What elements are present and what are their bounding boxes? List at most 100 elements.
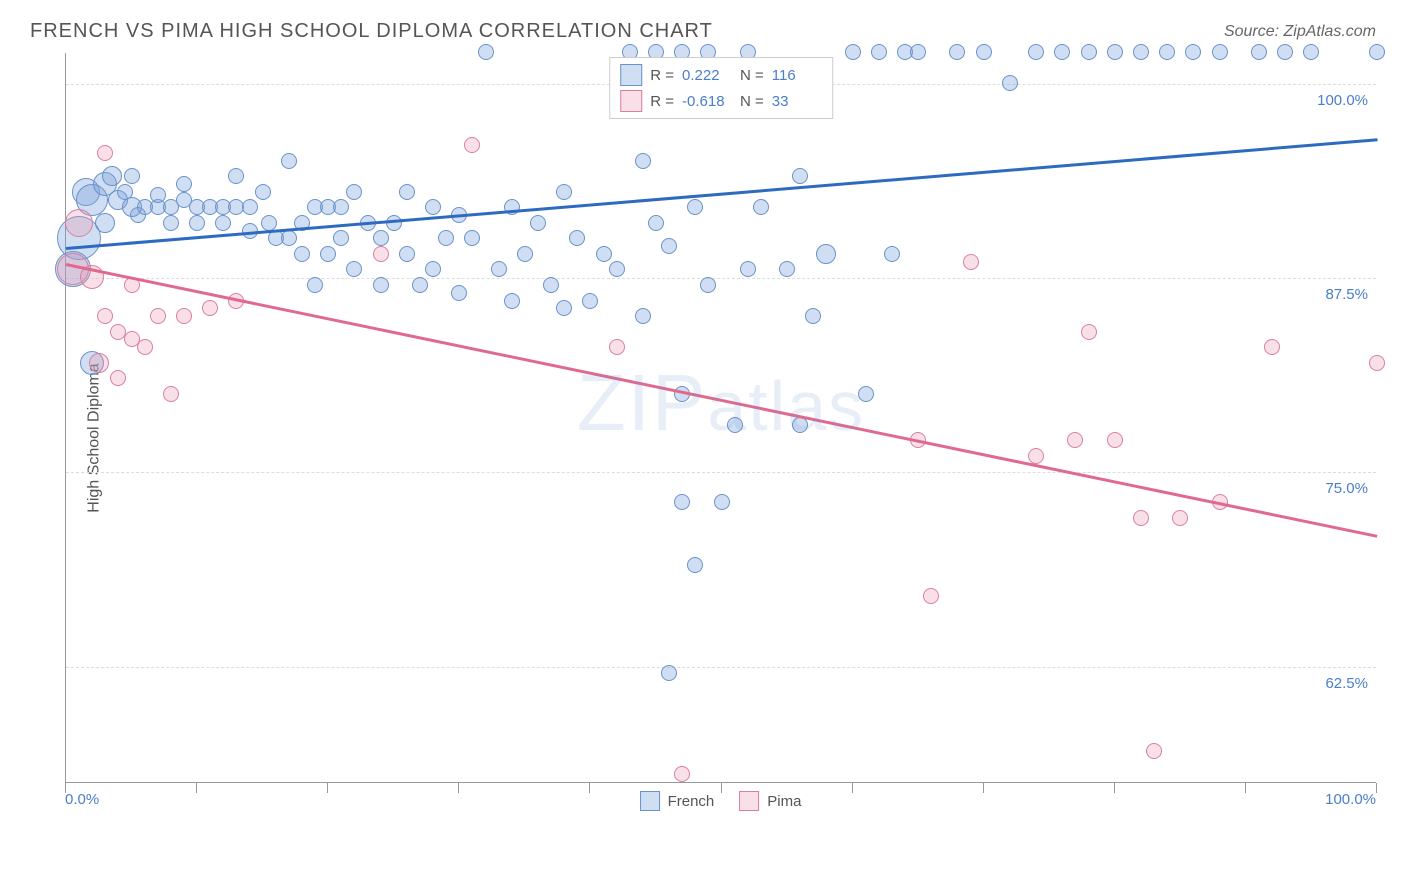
data-point	[333, 199, 349, 215]
data-point	[373, 277, 389, 293]
legend-n-value: 116	[772, 67, 822, 84]
data-point	[228, 168, 244, 184]
data-point	[1212, 44, 1228, 60]
data-point	[556, 300, 572, 316]
data-point	[845, 44, 861, 60]
data-point	[635, 308, 651, 324]
data-point	[963, 254, 979, 270]
legend-n-value: 33	[772, 93, 822, 110]
data-point	[1028, 448, 1044, 464]
data-point	[451, 285, 467, 301]
x-tick	[1376, 783, 1377, 793]
legend-label: Pima	[767, 793, 801, 810]
data-point	[97, 308, 113, 324]
legend-item: French	[640, 791, 715, 811]
data-point	[281, 230, 297, 246]
data-point	[176, 176, 192, 192]
source-label: Source: ZipAtlas.com	[1224, 23, 1376, 41]
data-point	[333, 230, 349, 246]
data-point	[346, 184, 362, 200]
data-point	[373, 246, 389, 262]
data-point	[1054, 44, 1070, 60]
data-point	[1107, 44, 1123, 60]
y-tick-label: 100.0%	[1317, 92, 1368, 109]
data-point	[661, 665, 677, 681]
x-tick	[327, 783, 328, 793]
data-point	[294, 246, 310, 262]
data-point	[1133, 510, 1149, 526]
data-point	[530, 215, 546, 231]
data-point	[1067, 432, 1083, 448]
data-point	[504, 293, 520, 309]
legend-r-label: R =	[650, 93, 674, 110]
data-point	[910, 44, 926, 60]
data-point	[949, 44, 965, 60]
data-point	[399, 246, 415, 262]
legend-swatch	[620, 64, 642, 86]
data-point	[320, 246, 336, 262]
data-point	[517, 246, 533, 262]
data-point	[95, 213, 115, 233]
legend-n-label: N =	[740, 67, 764, 84]
data-point	[1081, 324, 1097, 340]
chart-container: High School Diploma ZIPatlas R =0.222N =…	[65, 53, 1376, 823]
legend-swatch	[620, 90, 642, 112]
data-point	[1277, 44, 1293, 60]
data-point	[124, 168, 140, 184]
data-point	[792, 168, 808, 184]
data-point	[556, 184, 572, 200]
x-tick	[852, 783, 853, 793]
data-point	[373, 230, 389, 246]
y-tick-label: 87.5%	[1325, 286, 1368, 303]
data-point	[700, 277, 716, 293]
legend-swatch	[739, 791, 759, 811]
data-point	[464, 230, 480, 246]
data-point	[1369, 44, 1385, 60]
x-tick	[589, 783, 590, 793]
x-axis-min-label: 0.0%	[65, 791, 99, 808]
data-point	[805, 308, 821, 324]
data-point	[635, 153, 651, 169]
data-point	[1081, 44, 1097, 60]
data-point	[753, 199, 769, 215]
data-point	[425, 199, 441, 215]
data-point	[871, 44, 887, 60]
data-point	[464, 137, 480, 153]
data-point	[255, 184, 271, 200]
data-point	[399, 184, 415, 200]
data-point	[386, 215, 402, 231]
data-point	[1133, 44, 1149, 60]
legend-n-label: N =	[740, 93, 764, 110]
x-tick	[65, 783, 66, 793]
data-point	[923, 588, 939, 604]
data-point	[97, 145, 113, 161]
data-point	[1028, 44, 1044, 60]
data-point	[740, 261, 756, 277]
data-point	[582, 293, 598, 309]
watermark: ZIPatlas	[577, 357, 865, 449]
data-point	[687, 557, 703, 573]
data-point	[1159, 44, 1175, 60]
data-point	[261, 215, 277, 231]
data-point	[1146, 743, 1162, 759]
data-point	[491, 261, 507, 277]
gridline-h	[66, 278, 1376, 279]
data-point	[189, 215, 205, 231]
data-point	[884, 246, 900, 262]
data-point	[1107, 432, 1123, 448]
data-point	[281, 153, 297, 169]
data-point	[1172, 510, 1188, 526]
data-point	[714, 494, 730, 510]
data-point	[596, 246, 612, 262]
data-point	[674, 494, 690, 510]
data-point	[1264, 339, 1280, 355]
series-legend: French Pima	[640, 791, 802, 811]
data-point	[543, 277, 559, 293]
x-tick	[721, 783, 722, 793]
data-point	[976, 44, 992, 60]
legend-r-value: -0.618	[682, 93, 732, 110]
legend-row: R =0.222N =116	[620, 62, 822, 88]
y-tick-label: 75.0%	[1325, 480, 1368, 497]
data-point	[792, 417, 808, 433]
x-tick	[196, 783, 197, 793]
